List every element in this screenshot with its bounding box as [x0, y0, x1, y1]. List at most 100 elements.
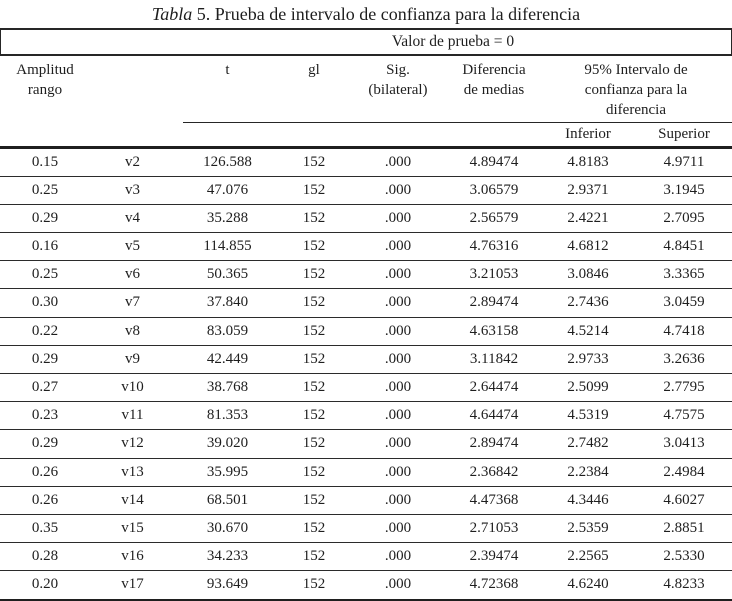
- cell-t: 34.233: [206, 548, 249, 565]
- test-value-label: Valor de prueba = 0: [391, 33, 515, 50]
- cell-amplitud-rango: 0.25: [31, 266, 59, 283]
- cell-variable: v8: [125, 322, 140, 339]
- cell-superior: 4.8233: [663, 576, 705, 593]
- cell-amplitud-rango: 0.29: [31, 350, 59, 367]
- cell-gl: 152: [302, 181, 326, 198]
- cell-inferior: 4.6812: [567, 238, 609, 255]
- cell-diferencia-medias: 4.89474: [469, 153, 519, 170]
- cell-inferior: 2.2565: [567, 548, 609, 565]
- header-body-divider: [0, 146, 732, 149]
- cell-gl: 152: [302, 519, 326, 536]
- cell-diferencia-medias: 4.72368: [469, 576, 519, 593]
- cell-sig-bilateral: .000: [384, 576, 412, 593]
- table-row: 0.22 v8 83.059 152 .000 4.63158 4.5214 4…: [0, 316, 732, 345]
- cell-sig-bilateral: .000: [384, 238, 412, 255]
- cell-variable: v4: [125, 209, 140, 226]
- table-row: 0.35 v15 30.670 152 .000 2.71053 2.5359 …: [0, 513, 732, 542]
- table-row: 0.26 v13 35.995 152 .000 2.36842 2.2384 …: [0, 457, 732, 486]
- cell-amplitud-rango: 0.35: [31, 519, 59, 536]
- cell-gl: 152: [302, 576, 326, 593]
- cell-inferior: 3.0846: [567, 266, 609, 283]
- table-row: 0.26 v14 68.501 152 .000 4.47368 4.3446 …: [0, 485, 732, 514]
- cell-amplitud-rango: 0.29: [31, 435, 59, 452]
- cell-sig-bilateral: .000: [384, 407, 412, 424]
- col-header-t: t: [225, 62, 230, 78]
- cell-superior: 2.8851: [663, 519, 705, 536]
- col-header-sig-bilateral: Sig. (bilateral): [368, 62, 428, 98]
- cell-inferior: 2.5099: [567, 379, 609, 395]
- cell-diferencia-medias: 2.89474: [469, 294, 519, 311]
- cell-sig-bilateral: .000: [384, 322, 412, 339]
- table-row: 0.16 v5 114.855 152 .000 4.76316 4.6812 …: [0, 232, 732, 260]
- table-title-word: Tabla: [151, 4, 193, 24]
- header-spanner-rule: [183, 122, 732, 123]
- cell-superior: 4.9711: [663, 153, 705, 170]
- cell-variable: v10: [121, 379, 144, 395]
- cell-superior: 3.0459: [663, 294, 705, 311]
- cell-inferior: 4.5214: [567, 322, 609, 339]
- cell-sig-bilateral: .000: [384, 435, 412, 452]
- cell-diferencia-medias: 2.36842: [469, 463, 519, 480]
- cell-superior: 4.7575: [663, 407, 705, 424]
- cell-diferencia-medias: 2.56579: [469, 209, 519, 226]
- cell-variable: v6: [125, 266, 140, 283]
- bottom-border: [0, 598, 732, 601]
- cell-sig-bilateral: .000: [384, 519, 412, 536]
- cell-superior: 4.8451: [663, 238, 705, 255]
- cell-gl: 152: [302, 548, 326, 565]
- cell-amplitud-rango: 0.15: [31, 153, 59, 170]
- cell-superior: 4.6027: [663, 491, 705, 508]
- band-divider: [0, 54, 732, 56]
- cell-inferior: 2.7482: [567, 435, 609, 452]
- cell-t: 35.288: [206, 209, 249, 226]
- cell-superior: 2.5330: [663, 548, 705, 565]
- cell-superior: 2.4984: [663, 463, 705, 480]
- cell-t: 47.076: [206, 181, 249, 198]
- cell-diferencia-medias: 2.89474: [469, 435, 519, 452]
- test-value-band: Valor de prueba = 0: [0, 30, 732, 54]
- cell-gl: 152: [302, 491, 326, 508]
- cell-amplitud-rango: 0.27: [31, 379, 59, 395]
- cell-gl: 152: [302, 322, 326, 339]
- cell-diferencia-medias: 2.64474: [469, 379, 519, 395]
- cell-gl: 152: [302, 407, 326, 424]
- cell-variable: v14: [121, 491, 144, 508]
- cell-sig-bilateral: .000: [384, 266, 412, 283]
- cell-superior: 2.7095: [663, 209, 705, 226]
- cell-variable: v11: [121, 407, 144, 424]
- cell-t: 81.353: [206, 407, 249, 424]
- cell-t: 83.059: [206, 322, 249, 339]
- cell-gl: 152: [302, 463, 326, 480]
- cell-diferencia-medias: 4.63158: [469, 322, 519, 339]
- cell-sig-bilateral: .000: [384, 153, 412, 170]
- cell-variable: v17: [121, 576, 144, 593]
- cell-inferior: 2.4221: [567, 209, 609, 226]
- cell-t: 114.855: [203, 238, 252, 255]
- table-row: 0.29 v9 42.449 152 .000 3.11842 2.9733 3…: [0, 344, 732, 373]
- cell-diferencia-medias: 2.39474: [469, 548, 519, 565]
- cell-t: 38.768: [206, 379, 249, 395]
- col-header-gl: gl: [308, 62, 320, 78]
- cell-amplitud-rango: 0.22: [31, 322, 59, 339]
- cell-amplitud-rango: 0.20: [31, 576, 59, 593]
- cell-variable: v13: [121, 463, 144, 480]
- cell-gl: 152: [302, 266, 326, 283]
- cell-diferencia-medias: 3.21053: [469, 266, 519, 283]
- cell-inferior: 4.6240: [567, 576, 609, 593]
- cell-amplitud-rango: 0.16: [31, 238, 59, 255]
- cell-t: 68.501: [206, 491, 249, 508]
- cell-t: 93.649: [206, 576, 249, 593]
- cell-t: 37.840: [206, 294, 249, 311]
- cell-t: 42.449: [206, 350, 249, 367]
- cell-t: 39.020: [206, 435, 249, 452]
- cell-variable: v3: [125, 181, 140, 198]
- cell-gl: 152: [302, 209, 326, 226]
- table-row: 0.20 v17 93.649 152 .000 4.72368 4.6240 …: [0, 570, 732, 598]
- table-row: 0.30 v7 37.840 152 .000 2.89474 2.7436 3…: [0, 288, 732, 316]
- cell-sig-bilateral: .000: [384, 294, 412, 311]
- cell-gl: 152: [302, 435, 326, 452]
- cell-sig-bilateral: .000: [384, 548, 412, 565]
- cell-superior: 3.0413: [663, 435, 705, 452]
- cell-gl: 152: [302, 238, 326, 255]
- col-header-inferior: Inferior: [565, 126, 611, 142]
